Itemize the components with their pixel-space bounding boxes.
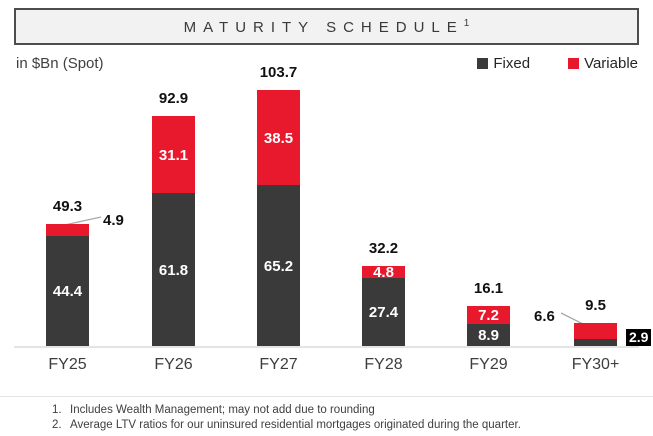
title-footnote-marker: 1 (463, 17, 470, 29)
variable-value-label: 38.5 (263, 129, 294, 147)
variable-segment (46, 224, 89, 236)
footnote-1: 1. Includes Wealth Management; may not a… (0, 403, 653, 418)
total-value-label: 49.3 (52, 198, 83, 215)
footnote-2-number: 2. (52, 419, 62, 432)
units-label: in $Bn (Spot) (16, 55, 104, 72)
variable-segment (257, 90, 300, 185)
legend-label-variable: Variable (584, 55, 638, 72)
footnote-2-text: Average LTV ratios for our uninsured res… (70, 419, 521, 432)
fixed-value-label: 61.8 (158, 261, 189, 279)
page-title: MATURITY SCHEDULE1 (184, 18, 470, 36)
variable-segment (152, 116, 195, 193)
x-axis-label: FY30+ (571, 356, 620, 373)
legend-label-fixed: Fixed (493, 55, 531, 72)
fixed-segment (152, 193, 195, 346)
fixed-swatch-icon (477, 58, 489, 69)
chart-title-bar: MATURITY SCHEDULE1 (14, 8, 639, 45)
legend: Fixed Variable (477, 55, 638, 72)
variable-value-label: 7.2 (478, 307, 499, 324)
variable-swatch-icon (568, 58, 580, 69)
legend-item-variable: Variable (568, 55, 638, 72)
variable-segment (467, 306, 510, 324)
total-value-label: 103.7 (259, 64, 298, 81)
x-axis-line (14, 346, 639, 348)
total-value-label: 9.5 (585, 297, 606, 314)
fixed-segment (574, 339, 617, 346)
fixed-value-chip: 2.9 (626, 329, 652, 346)
x-axis-label: FY28 (364, 356, 403, 373)
page-title-text: MATURITY SCHEDULE (183, 18, 464, 36)
total-value-label: 32.2 (368, 240, 399, 257)
fixed-segment (46, 236, 89, 346)
fixed-value-label: 65.2 (263, 257, 294, 275)
x-axis-label: FY29 (469, 356, 508, 373)
variable-value-label: 4.8 (373, 264, 394, 281)
variable-segment (362, 266, 405, 278)
legend-item-fixed: Fixed (477, 55, 530, 72)
variable-segment (574, 323, 617, 339)
variable-value-label: 31.1 (158, 146, 189, 164)
footnotes: 1. Includes Wealth Management; may not a… (0, 396, 653, 433)
footnote-2: 2. Average LTV ratios for our uninsured … (0, 418, 653, 433)
variable-callout-label: 4.9 (103, 212, 124, 229)
footnote-1-text: Includes Wealth Management; may not add … (70, 404, 375, 416)
x-axis-label: FY26 (154, 356, 193, 373)
fixed-value-label: 44.4 (52, 283, 83, 300)
x-axis-label: FY25 (48, 356, 87, 373)
x-axis-label: FY27 (259, 356, 298, 373)
variable-callout-label: 6.6 (534, 308, 555, 325)
fixed-segment (257, 185, 300, 346)
fixed-segment (362, 278, 405, 346)
fixed-value-label: 8.9 (478, 327, 499, 344)
total-value-label: 92.9 (158, 90, 189, 107)
fixed-segment (467, 324, 510, 346)
total-value-label: 16.1 (473, 280, 504, 297)
fixed-value-label: 27.4 (368, 304, 399, 321)
footnote-1-number: 1. (52, 404, 62, 416)
